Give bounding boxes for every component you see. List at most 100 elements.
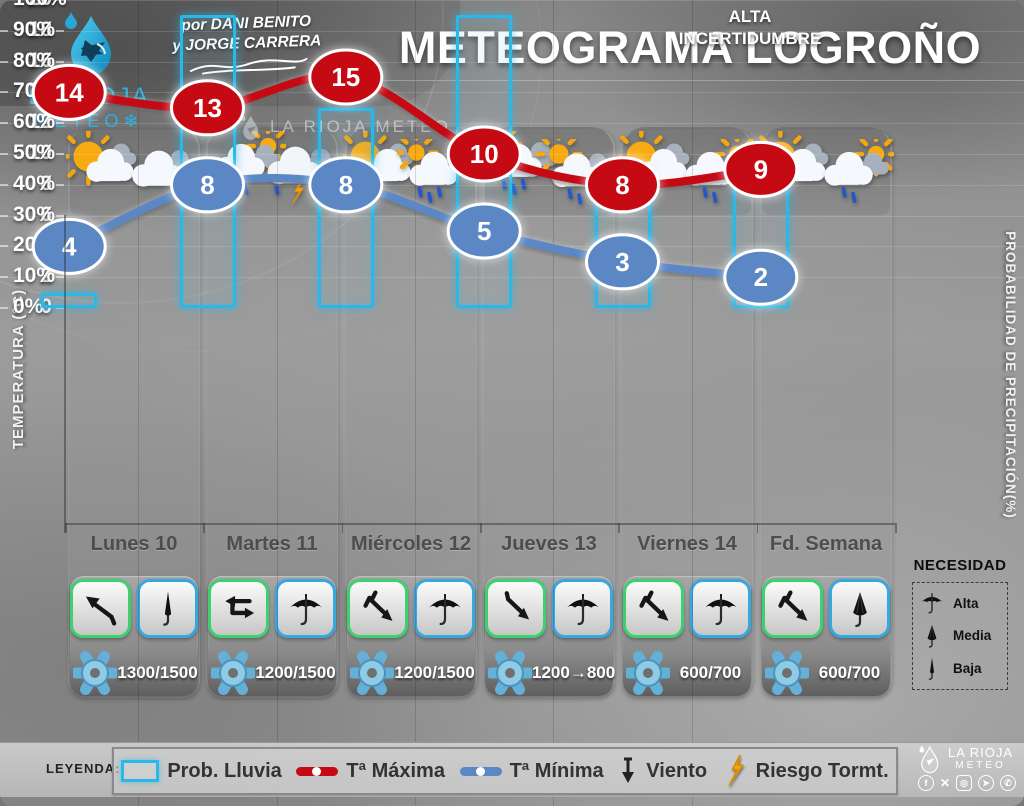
day-panel: 600/700 xyxy=(762,576,890,696)
legend-item: Tª Máxima xyxy=(296,760,445,783)
annotation-line2: INCERTIDUMBRE xyxy=(678,29,822,48)
necesidad-item: Media xyxy=(919,623,1001,649)
y-axis-tickmark-right xyxy=(0,153,8,155)
svg-text:2: 2 xyxy=(754,262,768,292)
credit: por DANI BENITO y JORGE CARRERA xyxy=(151,11,343,84)
footer-logo-name: LA RIOJA xyxy=(948,745,1014,760)
day-panel: 600/700 xyxy=(623,576,751,696)
y-axis-tickmark-right xyxy=(0,0,8,1)
y-axis-tick-right: 10% xyxy=(13,264,56,288)
wind-box xyxy=(623,579,684,638)
necesidad-item-label: Media xyxy=(953,628,992,644)
y-axis-tickmark-right xyxy=(0,29,8,32)
gridline-vertical xyxy=(415,0,416,806)
schedule-row: 1200→800 xyxy=(485,650,615,696)
umbrella-open-icon xyxy=(566,593,599,625)
y-axis-tick-left: 10 xyxy=(28,141,52,164)
y-axis-tickmark-left xyxy=(56,276,64,279)
footer-logo-sub: METEO xyxy=(955,760,1006,771)
umbrella-closed-icon xyxy=(928,657,935,680)
svg-text:13: 13 xyxy=(193,93,222,123)
schedule-row: 600/700 xyxy=(623,650,751,696)
necesidad-title: NECESIDAD xyxy=(913,557,1007,574)
day-panel: 1300/1500 xyxy=(70,576,198,696)
y-axis-tickmark-right xyxy=(0,183,8,186)
day-panel: 1200/1500 xyxy=(208,576,336,696)
necesidad-item: Baja xyxy=(919,656,1001,682)
y-axis-tick-left: 8 xyxy=(40,171,52,195)
umbrella-box xyxy=(552,579,613,638)
temp-bubble: 8 xyxy=(585,156,660,214)
x-icon[interactable]: ✕ xyxy=(940,776,951,790)
social-icons: f ✕ ◎ ➤ ✆ xyxy=(918,775,1017,791)
y-axis-tick-left: 12 xyxy=(28,110,52,134)
legend-item: Viento xyxy=(618,756,707,786)
necesidad-item: Alta xyxy=(919,590,1001,616)
temp-bubble: 2 xyxy=(723,248,799,306)
day-icon-row xyxy=(347,579,475,638)
x-axis-boundary-tick xyxy=(756,523,759,533)
temp-bubble: 13 xyxy=(170,79,245,137)
y-axis-tick-left: 2 xyxy=(40,264,52,288)
svg-text:8: 8 xyxy=(615,170,629,200)
instagram-icon[interactable]: ◎ xyxy=(956,775,973,791)
temp-min-swatch xyxy=(459,766,502,776)
y-axis-tick-left: 16 xyxy=(28,48,52,72)
umbrella-open-icon xyxy=(921,593,943,614)
svg-text:5: 5 xyxy=(477,216,491,246)
weather-cloud-drizzle-icon xyxy=(824,131,899,203)
wind-arrow-se-barb-icon xyxy=(638,589,668,621)
temp-bubble: 8 xyxy=(308,156,384,214)
water-drop-icon xyxy=(919,745,939,774)
temp-bubble: 14 xyxy=(31,63,107,121)
temp-max-swatch xyxy=(296,766,339,776)
day-icon-row xyxy=(623,579,751,638)
uncertainty-annotation: ALTA INCERTIDUMBRE xyxy=(660,6,840,50)
day-panel: 1200/1500 xyxy=(347,576,475,696)
day-label: Miércoles 12 xyxy=(350,533,472,555)
x-axis-boundary-tick xyxy=(65,523,67,533)
gear-icon xyxy=(488,651,532,695)
gear-icon xyxy=(73,651,117,695)
svg-text:8: 8 xyxy=(200,170,214,200)
legend-label: LEYENDA: xyxy=(46,761,121,776)
wind-box xyxy=(485,579,546,638)
wind-arrow-se-barb-icon xyxy=(777,589,807,621)
x-axis-boundary-tick xyxy=(480,523,482,533)
y-axis-tickmark-left xyxy=(56,307,64,309)
y-axis-tickmark-right xyxy=(0,122,8,125)
svg-text:14: 14 xyxy=(55,77,84,107)
telegram-icon[interactable]: ➤ xyxy=(978,775,995,791)
x-axis-boundary-tick xyxy=(618,523,620,533)
whatsapp-icon[interactable]: ✆ xyxy=(1000,775,1017,791)
gear-icon xyxy=(211,651,255,695)
schedule-hours: 600/700 xyxy=(679,663,742,682)
wind-box xyxy=(347,579,408,638)
umbrella-box xyxy=(275,579,336,638)
y-axis-tick-right: 0% xyxy=(13,295,44,318)
page-title: METEOGRAMA LOGROÑO xyxy=(398,22,982,73)
day-column-6: Fd. Semana 600/700 xyxy=(751,127,899,698)
y-axis-tick-right: 90% xyxy=(13,17,56,41)
day-label: Martes 11 xyxy=(226,533,318,555)
y-axis-tickmark-left xyxy=(56,183,64,186)
svg-text:15: 15 xyxy=(331,62,360,92)
gridline-vertical xyxy=(553,0,555,806)
day-panel: 1200→800 xyxy=(485,576,615,696)
title-divider xyxy=(340,80,1024,81)
y-axis-tick-left: 20 xyxy=(0,0,52,11)
wind-arrow-up-left-icon xyxy=(85,596,116,626)
gridline-vertical xyxy=(138,0,140,806)
watermark-text: LA RIOJA METEO xyxy=(270,117,451,136)
footer-logo: LA RIOJA METEO xyxy=(916,743,1013,775)
y-axis-tickmark-left xyxy=(56,0,64,1)
umbrella-open-icon xyxy=(289,593,322,625)
umbrella-open-icon xyxy=(704,593,737,625)
schedule-hours: 1200/1500 xyxy=(394,663,475,682)
facebook-icon[interactable]: f xyxy=(918,775,934,791)
day-icon-row xyxy=(70,579,198,638)
schedule-hours: 600/700 xyxy=(818,663,881,682)
